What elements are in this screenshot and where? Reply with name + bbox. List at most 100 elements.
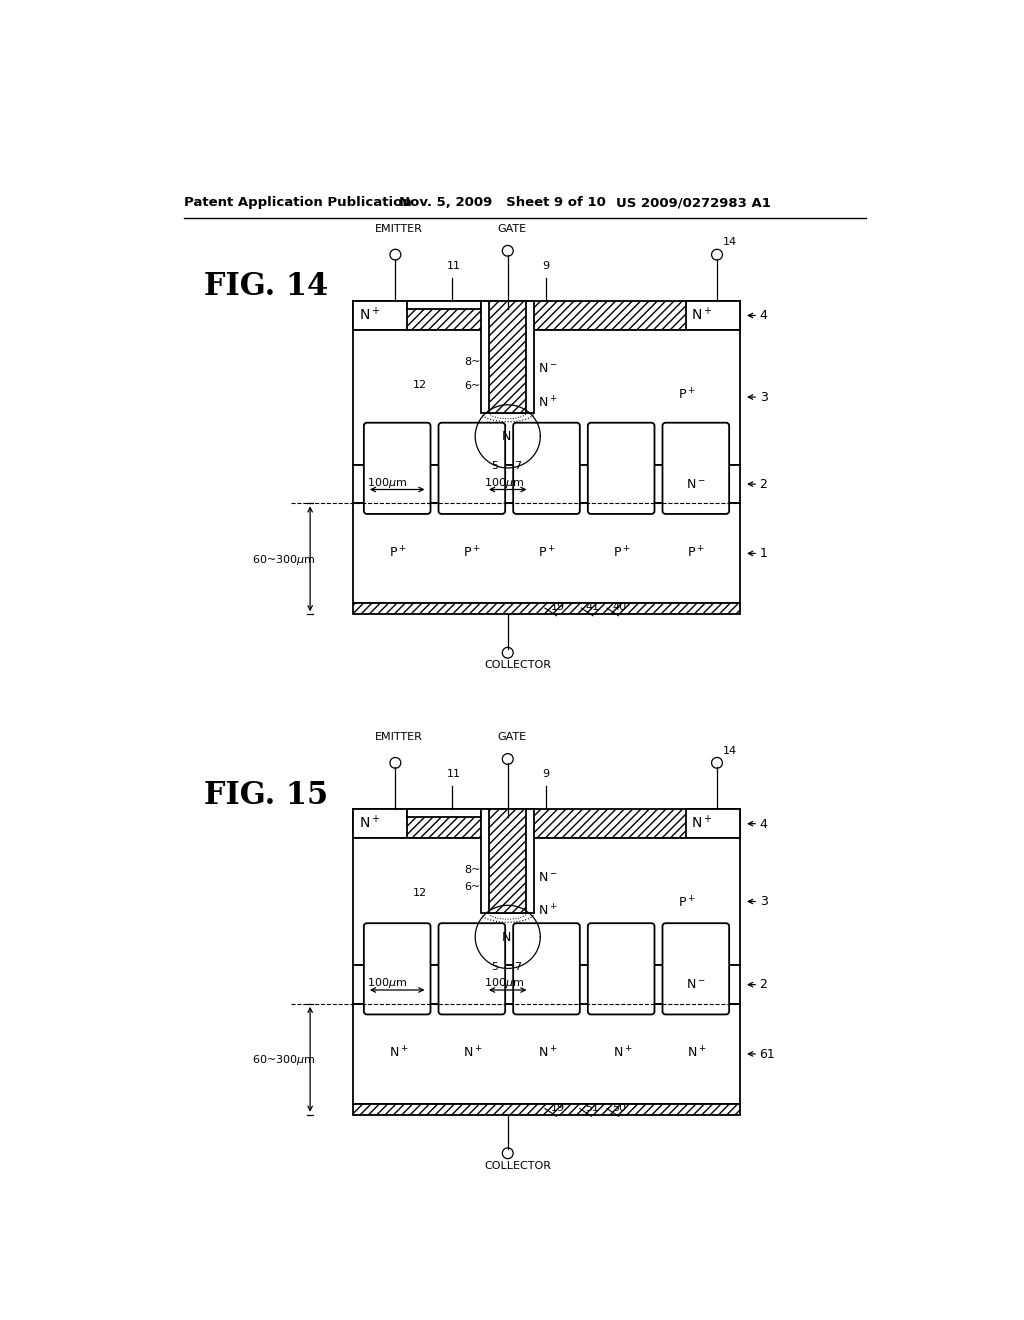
Bar xyxy=(489,809,526,913)
Text: 19: 19 xyxy=(550,602,564,612)
Text: P$^+$: P$^+$ xyxy=(678,387,696,403)
Bar xyxy=(352,301,407,330)
FancyBboxPatch shape xyxy=(364,422,430,513)
Bar xyxy=(352,1104,740,1114)
Circle shape xyxy=(503,647,513,659)
Bar xyxy=(352,301,740,330)
Text: P$^+$: P$^+$ xyxy=(678,895,696,911)
Text: N$^+$: N$^+$ xyxy=(690,813,712,832)
Text: N$^+$: N$^+$ xyxy=(359,813,380,832)
Text: N$^+$: N$^+$ xyxy=(538,903,557,919)
Circle shape xyxy=(390,249,400,260)
Text: 50: 50 xyxy=(612,1104,627,1113)
Bar xyxy=(407,809,481,817)
Text: N: N xyxy=(502,931,511,944)
Text: 3: 3 xyxy=(760,895,768,908)
Text: 7: 7 xyxy=(514,462,521,471)
Text: $\mathrm{P}^+$: $\mathrm{P}^+$ xyxy=(612,545,631,560)
Text: N$^+$: N$^+$ xyxy=(359,305,380,323)
Circle shape xyxy=(712,249,722,260)
Text: $\mathrm{P}^+$: $\mathrm{P}^+$ xyxy=(687,545,706,560)
Text: 40: 40 xyxy=(612,602,627,612)
Bar xyxy=(352,965,740,1003)
Text: 4: 4 xyxy=(760,817,768,830)
Text: 6~: 6~ xyxy=(464,381,480,392)
Bar xyxy=(352,301,740,330)
Text: GATE: GATE xyxy=(497,223,526,234)
Bar xyxy=(489,301,526,412)
Text: N$^-$: N$^-$ xyxy=(686,478,706,491)
Text: FIG. 14: FIG. 14 xyxy=(204,272,329,302)
Bar xyxy=(686,809,740,838)
Text: $\mathrm{P}^+$: $\mathrm{P}^+$ xyxy=(463,545,481,560)
FancyBboxPatch shape xyxy=(364,923,430,1015)
FancyBboxPatch shape xyxy=(663,422,729,513)
Text: $\mathrm{N}^+$: $\mathrm{N}^+$ xyxy=(463,1045,483,1061)
FancyBboxPatch shape xyxy=(513,422,580,513)
Text: 60~300$\mu$m: 60~300$\mu$m xyxy=(252,1053,315,1067)
Text: 2: 2 xyxy=(760,478,768,491)
Text: 100$\mu$m: 100$\mu$m xyxy=(367,475,408,490)
Text: 100$\mu$m: 100$\mu$m xyxy=(483,475,524,490)
Bar xyxy=(493,301,522,309)
Text: COLLECTOR: COLLECTOR xyxy=(484,660,552,671)
Bar xyxy=(352,809,740,838)
Text: 2: 2 xyxy=(760,978,768,991)
FancyBboxPatch shape xyxy=(588,923,654,1015)
Text: N$^-$: N$^-$ xyxy=(538,363,557,375)
Text: 19: 19 xyxy=(550,1104,564,1113)
Circle shape xyxy=(503,754,513,764)
Text: 14: 14 xyxy=(723,746,737,755)
Text: 51: 51 xyxy=(586,1104,599,1113)
Text: N$^-$: N$^-$ xyxy=(538,871,557,883)
Bar xyxy=(352,1104,740,1114)
Text: 1: 1 xyxy=(760,548,768,560)
Bar xyxy=(686,301,740,330)
Text: 9: 9 xyxy=(543,768,550,779)
Bar xyxy=(407,301,481,309)
Text: Patent Application Publication: Patent Application Publication xyxy=(183,197,412,209)
Text: 5: 5 xyxy=(490,462,498,471)
Text: 14: 14 xyxy=(723,238,737,247)
Text: 100$\mu$m: 100$\mu$m xyxy=(483,977,524,990)
Text: EMITTER: EMITTER xyxy=(375,223,422,234)
Text: 8~: 8~ xyxy=(464,356,480,367)
Text: 9: 9 xyxy=(543,260,550,271)
Bar xyxy=(352,809,407,838)
Bar xyxy=(352,603,740,614)
Bar xyxy=(352,1003,740,1104)
Text: $\mathrm{N}^+$: $\mathrm{N}^+$ xyxy=(687,1045,707,1061)
Text: 12: 12 xyxy=(414,380,427,389)
Bar xyxy=(352,465,740,503)
Bar xyxy=(481,809,535,913)
Bar xyxy=(352,503,740,603)
Text: $\mathrm{N}^+$: $\mathrm{N}^+$ xyxy=(389,1045,409,1061)
Text: N$^+$: N$^+$ xyxy=(538,395,557,411)
Text: EMITTER: EMITTER xyxy=(375,731,422,742)
Text: 6~: 6~ xyxy=(464,882,480,892)
Bar xyxy=(489,301,526,412)
Text: 12: 12 xyxy=(414,888,427,898)
Bar xyxy=(481,301,535,412)
Text: $\mathrm{P}^+$: $\mathrm{P}^+$ xyxy=(538,545,556,560)
Text: 11: 11 xyxy=(447,260,461,271)
FancyBboxPatch shape xyxy=(513,923,580,1015)
Text: $\mathrm{N}^+$: $\mathrm{N}^+$ xyxy=(612,1045,632,1061)
Text: Nov. 5, 2009   Sheet 9 of 10: Nov. 5, 2009 Sheet 9 of 10 xyxy=(399,197,606,209)
Circle shape xyxy=(503,1148,513,1159)
FancyBboxPatch shape xyxy=(438,923,505,1015)
Circle shape xyxy=(390,758,400,768)
Bar xyxy=(489,809,526,913)
Text: 8~: 8~ xyxy=(464,865,480,875)
FancyBboxPatch shape xyxy=(588,422,654,513)
Text: COLLECTOR: COLLECTOR xyxy=(484,1160,552,1171)
Text: $\mathrm{N}^+$: $\mathrm{N}^+$ xyxy=(538,1045,557,1061)
FancyBboxPatch shape xyxy=(438,422,505,513)
Text: FIG. 15: FIG. 15 xyxy=(204,780,328,810)
Text: 61: 61 xyxy=(760,1048,775,1061)
Text: 5: 5 xyxy=(490,962,498,972)
Bar xyxy=(352,603,740,614)
Text: 11: 11 xyxy=(447,768,461,779)
Text: 60~300$\mu$m: 60~300$\mu$m xyxy=(252,553,315,566)
Text: 4: 4 xyxy=(760,309,768,322)
